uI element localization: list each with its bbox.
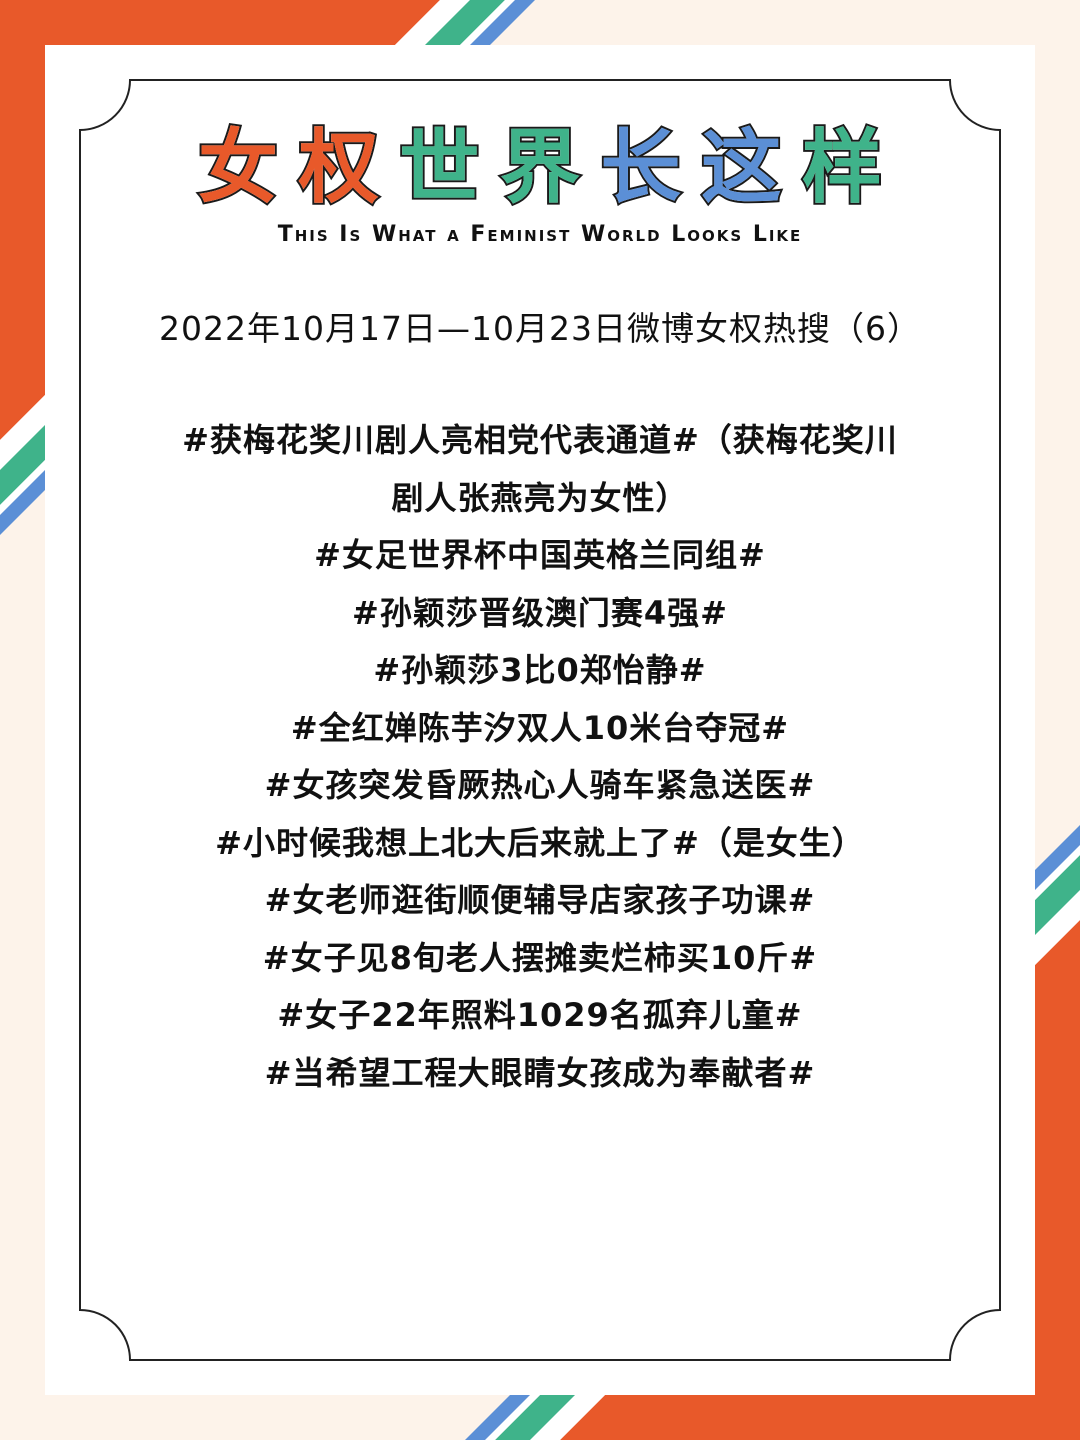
title-char-6: 这 (699, 119, 783, 216)
list-item: #全红婵陈芋汐双人10米台夺冠# (290, 708, 790, 747)
page-title: 女 权 世 界 长 这 样 (190, 118, 890, 218)
title-char-2: 权 (297, 119, 381, 216)
list-item: #获梅花奖川剧人亮相党代表通道#（获梅花奖川 (182, 421, 898, 459)
list-item: #女子见8旬老人摆摊卖烂柿买10斤# (262, 938, 818, 977)
list-item: #女足世界杯中国英格兰同组# (314, 536, 766, 574)
title-char-4: 界 (498, 119, 582, 216)
list-item: 剧人张燕亮为女性） (391, 478, 689, 517)
title-char-5: 长 (599, 119, 683, 216)
list-item: #小时候我想上北大后来就上了#（是女生） (215, 823, 865, 862)
list-item: #女孩突发昏厥热心人骑车紧急送医# (264, 766, 816, 804)
title-char-3: 世 (397, 119, 481, 216)
list-item: #女子22年照料1029名孤弃儿童# (277, 996, 803, 1034)
title-char-1: 女 (196, 119, 280, 216)
list-item: #当希望工程大眼睛女孩成为奉献者# (264, 1053, 816, 1092)
date-range-heading: 2022年10月17日—10月23日微博女权热搜（6） (159, 309, 921, 348)
list-item: #孙颖莎晋级澳门赛4强# (352, 593, 728, 632)
list-item: #孙颖莎3比0郑怡静# (373, 651, 707, 689)
subtitle: This Is What a Feminist World Looks Like (277, 222, 803, 247)
list-item: #女老师逛街顺便辅导店家孩子功课# (264, 881, 816, 919)
title-char-7: 样 (800, 119, 884, 216)
trending-list: #获梅花奖川剧人亮相党代表通道#（获梅花奖川 剧人张燕亮为女性） #女足世界杯中… (140, 412, 940, 1102)
